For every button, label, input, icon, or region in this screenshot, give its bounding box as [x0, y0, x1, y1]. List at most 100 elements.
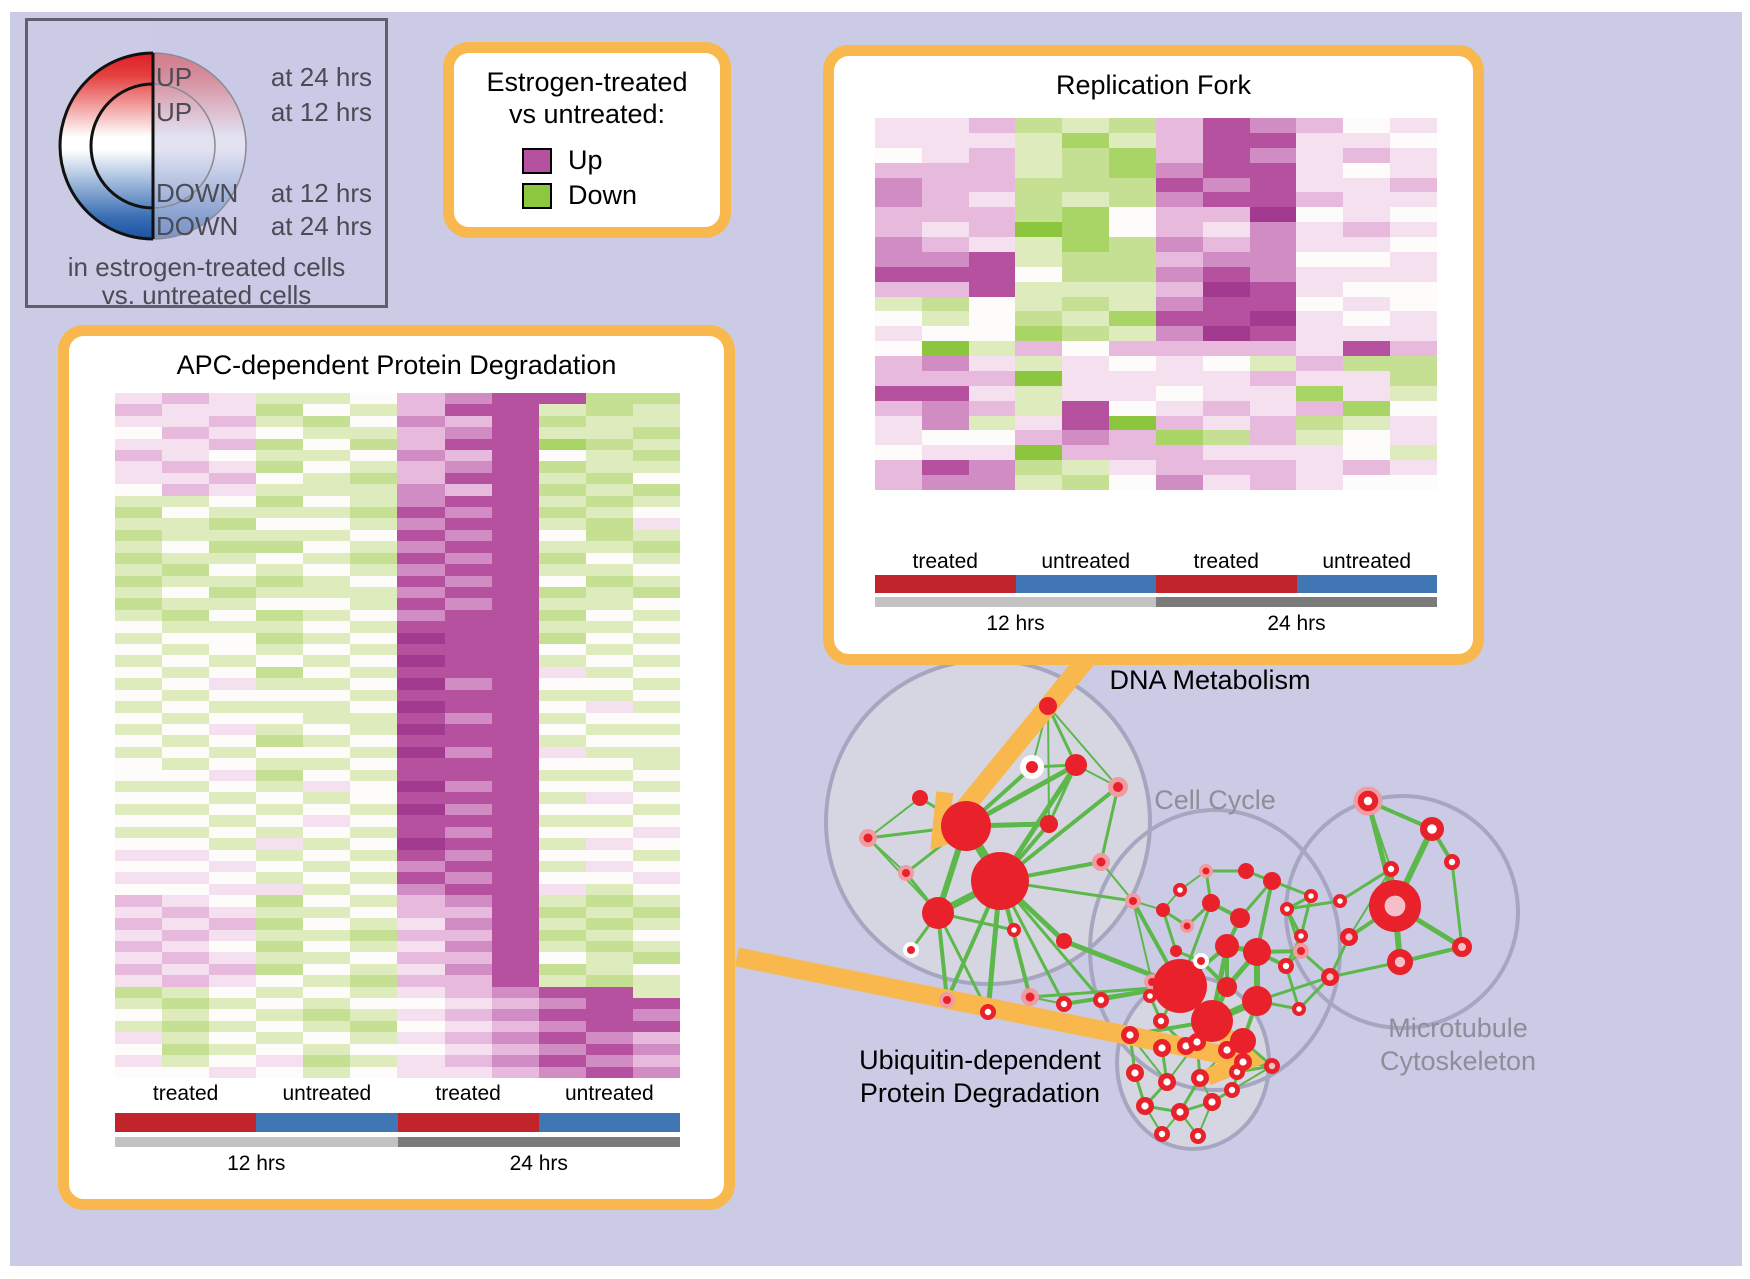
heatmap-cell — [921, 132, 969, 148]
heatmap-cell — [303, 701, 351, 713]
heatmap-cell — [538, 404, 586, 416]
network-node-u4 — [1125, 1063, 1144, 1082]
heatmap-cell — [209, 975, 257, 987]
network-edge — [936, 912, 990, 1013]
heatmap-cell — [444, 895, 492, 907]
heatmap-cell — [162, 1009, 210, 1021]
heatmap-cell — [350, 552, 398, 565]
heatmap-cell — [162, 484, 210, 496]
heatmap-cell — [209, 507, 257, 519]
heatmap-cell — [1390, 445, 1437, 461]
heatmap-cell — [968, 177, 1016, 193]
heatmap-cell — [350, 998, 398, 1010]
heatmap-cell — [585, 655, 633, 667]
heatmap-cell — [209, 472, 257, 485]
heatmap-cell — [444, 518, 492, 530]
heatmap-cell — [1202, 118, 1250, 133]
heatmap-cell — [209, 1009, 257, 1021]
heatmap-cell — [1343, 341, 1391, 356]
heatmap-cell — [491, 575, 539, 587]
heatmap-cell — [397, 529, 445, 542]
heatmap-cell — [115, 883, 163, 896]
heatmap-cell — [585, 781, 633, 793]
heatmap-cell — [1109, 266, 1156, 282]
heatmap-cell — [1390, 147, 1437, 163]
network-node-c3 — [1230, 908, 1250, 928]
heatmap-cell — [397, 769, 445, 782]
heatmap-cell — [350, 1009, 398, 1021]
heatmap-cell — [397, 1020, 445, 1033]
heatmap-cell — [350, 575, 398, 587]
heatmap-cell — [162, 883, 210, 896]
heatmap-cell — [875, 177, 922, 193]
heatmap-cell — [968, 192, 1016, 208]
heatmap-cell — [115, 507, 163, 519]
heatmap-cell — [1062, 237, 1110, 252]
heatmap-cell — [875, 296, 922, 312]
heatmap-cell — [1062, 311, 1110, 327]
heatmap-cell — [491, 803, 539, 816]
heatmap-cell — [632, 735, 680, 747]
heatmap-cell — [1015, 326, 1063, 342]
heatmap-cell — [444, 803, 492, 816]
heatmap-cell — [1343, 385, 1391, 401]
heatmap-cell — [350, 986, 398, 999]
heatmap-cell — [632, 450, 680, 462]
down-label: Down — [568, 180, 638, 210]
heatmap-cell — [350, 769, 398, 782]
heatmap-cell — [968, 147, 1016, 163]
heatmap-cell — [350, 689, 398, 702]
heatmap-cell — [162, 940, 210, 953]
heatmap-cell — [921, 266, 969, 282]
heatmap-cell — [1062, 415, 1110, 431]
heatmap-cell — [1202, 370, 1250, 386]
heatmap-cell — [162, 815, 210, 827]
network-node-u12 — [1190, 1128, 1207, 1145]
heatmap-cell — [538, 586, 586, 599]
heatmap-cell — [1202, 296, 1250, 312]
heatmap-cell — [350, 404, 398, 416]
heatmap-cell — [632, 815, 680, 827]
heatmap-cell — [538, 975, 586, 987]
heatmap-cell — [350, 484, 398, 496]
heatmap-cell — [1062, 385, 1110, 401]
heatmap-cell — [585, 666, 633, 679]
heatmap-cell — [162, 666, 210, 679]
heatmap-cell — [209, 781, 257, 793]
network-node-m3 — [1369, 879, 1422, 932]
heatmap-cell — [397, 975, 445, 987]
heatmap-cell — [1296, 326, 1344, 342]
heatmap-cell — [256, 586, 304, 599]
heatmap-cell — [585, 1020, 633, 1033]
heatmap-cell — [209, 495, 257, 508]
network-node-u5 — [1157, 1072, 1176, 1091]
network-node-c21 — [1264, 1058, 1281, 1075]
heatmap-cell — [256, 1020, 304, 1033]
heatmap-cell — [397, 712, 445, 724]
heatmap-cell — [632, 712, 680, 724]
heatmap-cell — [397, 998, 445, 1010]
heatmap-cell — [1390, 192, 1437, 208]
heatmap-cell — [632, 929, 680, 941]
heatmap-cell — [209, 461, 257, 473]
heatmap-cell — [256, 1032, 304, 1044]
heatmap-cell — [350, 940, 398, 953]
heatmap-cell — [968, 266, 1016, 282]
heatmap-cell — [1062, 430, 1110, 446]
heatmap-cell — [1202, 192, 1250, 208]
heatmap-cell — [350, 518, 398, 530]
heatmap-cell — [115, 461, 163, 473]
heatmap-cell — [350, 918, 398, 930]
heatmap-cell — [538, 484, 586, 496]
heatmap-cell — [491, 735, 539, 747]
heatmap-cell — [444, 872, 492, 884]
apc-group-labels: treated untreated treated untreated — [152, 1082, 654, 1105]
heatmap-cell — [162, 918, 210, 930]
heatmap-cell — [1296, 445, 1344, 461]
network-node-c14 — [1142, 988, 1157, 1003]
heatmap-cell — [256, 895, 304, 907]
heatmap-cell — [875, 460, 922, 476]
heatmap-cell — [632, 746, 680, 759]
heatmap-cell — [1155, 162, 1203, 178]
heatmap-cell — [1343, 162, 1391, 178]
